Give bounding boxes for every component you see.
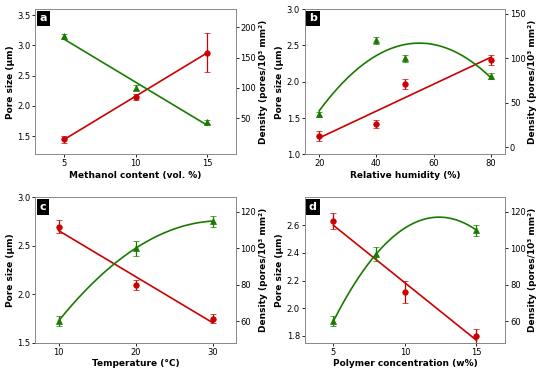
- Y-axis label: Density (pores/10³ mm²): Density (pores/10³ mm²): [528, 208, 538, 332]
- Y-axis label: Pore size (μm): Pore size (μm): [5, 45, 15, 119]
- Text: d: d: [309, 202, 317, 212]
- Y-axis label: Pore size (μm): Pore size (μm): [275, 45, 284, 119]
- Y-axis label: Pore size (μm): Pore size (μm): [5, 233, 15, 307]
- Y-axis label: Density (pores/10³ mm²): Density (pores/10³ mm²): [259, 208, 268, 332]
- Text: c: c: [40, 202, 46, 212]
- Y-axis label: Density (pores/10³ mm²): Density (pores/10³ mm²): [528, 19, 538, 144]
- Text: b: b: [309, 13, 317, 24]
- Y-axis label: Density (pores/10³ mm²): Density (pores/10³ mm²): [259, 19, 268, 144]
- X-axis label: Polymer concentration (w%): Polymer concentration (w%): [332, 359, 477, 368]
- X-axis label: Methanol content (vol. %): Methanol content (vol. %): [70, 171, 202, 180]
- Y-axis label: Pore size (μm): Pore size (μm): [275, 233, 284, 307]
- X-axis label: Temperature (°C): Temperature (°C): [92, 359, 179, 368]
- X-axis label: Relative humidity (%): Relative humidity (%): [350, 171, 460, 180]
- Text: a: a: [40, 13, 47, 24]
